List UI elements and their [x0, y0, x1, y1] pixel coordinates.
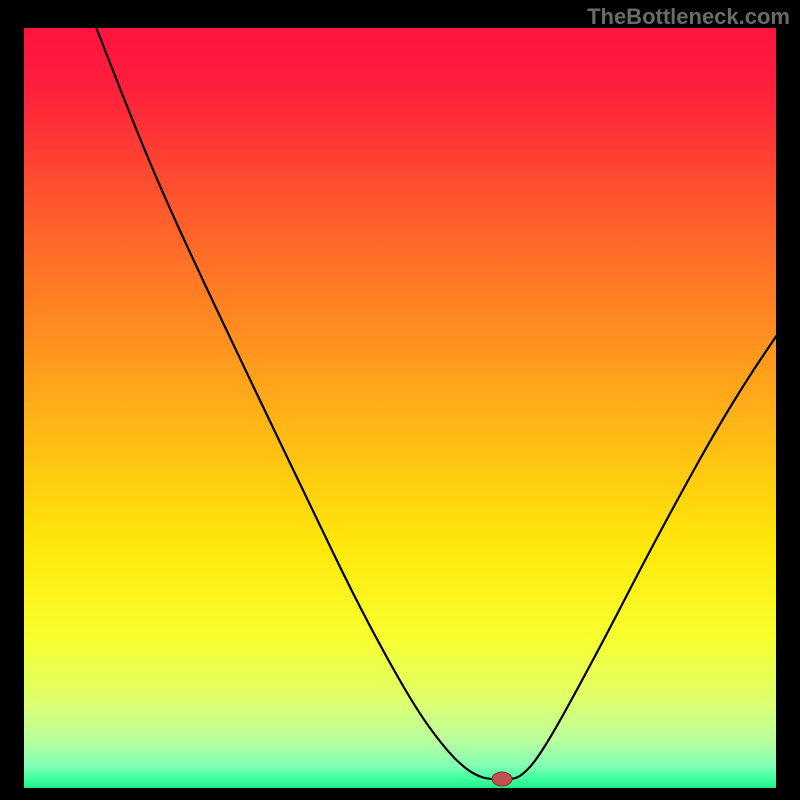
- watermark-text: TheBottleneck.com: [587, 4, 790, 30]
- optimal-point-marker: [492, 772, 512, 786]
- chart-svg: [0, 0, 800, 800]
- bottleneck-chart: TheBottleneck.com: [0, 0, 800, 800]
- plot-area-gradient: [23, 27, 777, 789]
